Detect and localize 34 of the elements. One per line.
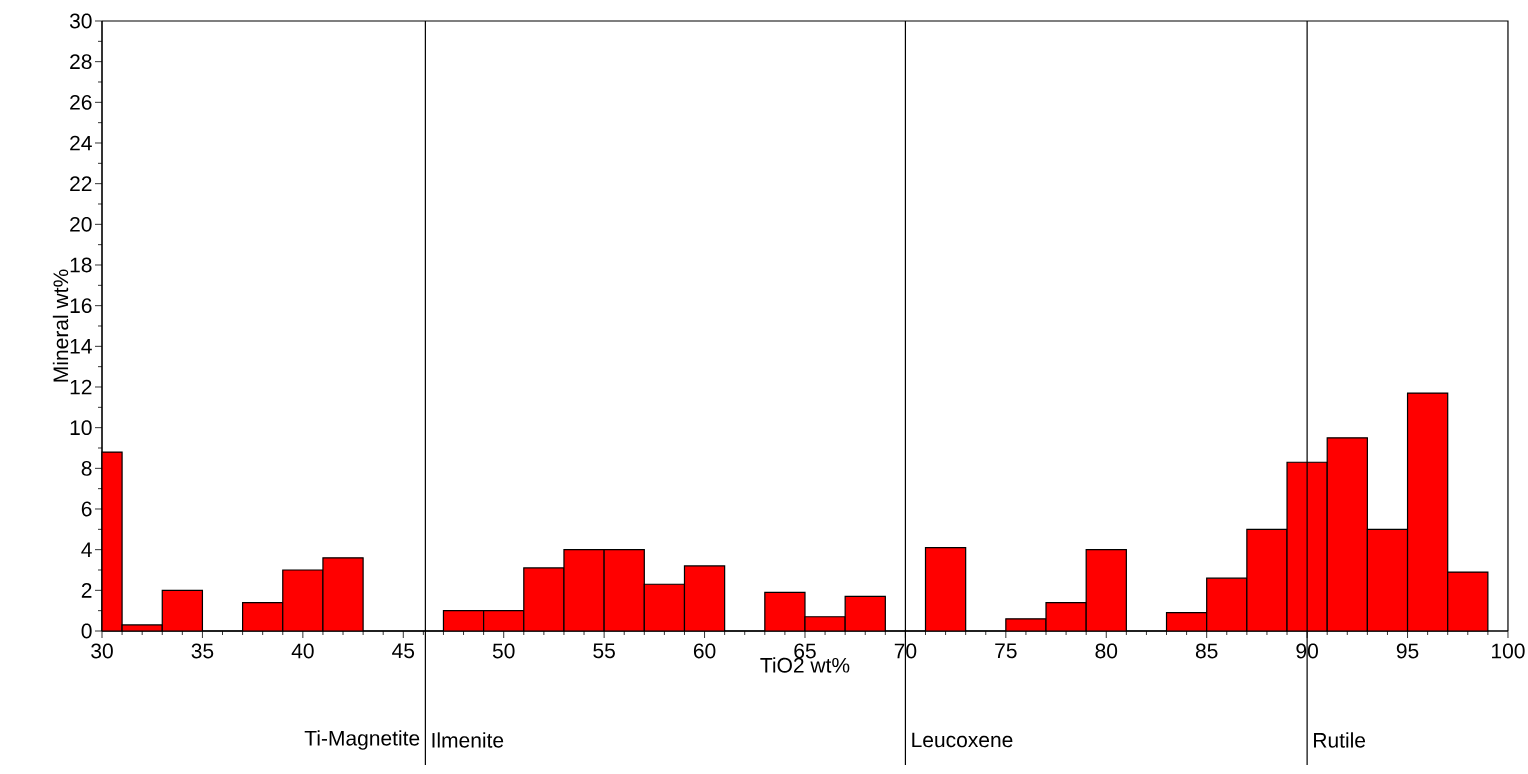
x-tick-label: 40 — [291, 643, 314, 659]
annotation: Rutile — [1314, 732, 1366, 748]
x-tick-label: 85 — [1195, 643, 1218, 659]
y-tick-label: 4 — [81, 542, 92, 557]
y-tick-label: 26 — [70, 94, 92, 110]
y-tick-label: 18 — [70, 257, 92, 273]
x-tick-label: 30 — [91, 643, 113, 659]
x-tick-label: 80 — [1095, 643, 1118, 659]
x-tick-label: 60 — [693, 643, 716, 659]
y-tick-label: 24 — [70, 135, 92, 151]
annotation: Ilmenite — [432, 732, 504, 748]
x-tick-label: 50 — [492, 643, 515, 659]
x-tick-label: 35 — [191, 643, 214, 659]
annotation: Ti-Magnetite — [304, 730, 420, 750]
y-tick-label: 8 — [81, 460, 92, 476]
x-tick-label: 45 — [392, 643, 415, 659]
y-tick-label: 12 — [70, 379, 92, 395]
y-tick-label: 10 — [70, 420, 92, 436]
y-tick-label: 22 — [70, 176, 92, 191]
y-tick-label: 16 — [70, 298, 92, 314]
y-tick-label: 6 — [81, 501, 92, 517]
y-tick-label: 2 — [81, 583, 92, 598]
y-tick-label: 14 — [70, 339, 92, 354]
x-tick-label: 100 — [1492, 643, 1525, 659]
annotation: Leucoxene — [912, 732, 1013, 748]
y-axis-title: Mineral wt% — [52, 269, 69, 382]
y-tick-label: 0 — [81, 623, 92, 639]
x-tick-label: 65 — [794, 643, 816, 659]
y-tick-label: 30 — [69, 13, 92, 29]
x-tick-label: 95 — [1396, 643, 1419, 659]
y-tick-label: 28 — [70, 54, 92, 70]
y-tick-label: 20 — [70, 216, 92, 232]
x-tick-label: 75 — [995, 643, 1017, 659]
x-tick-label: 55 — [593, 643, 615, 659]
